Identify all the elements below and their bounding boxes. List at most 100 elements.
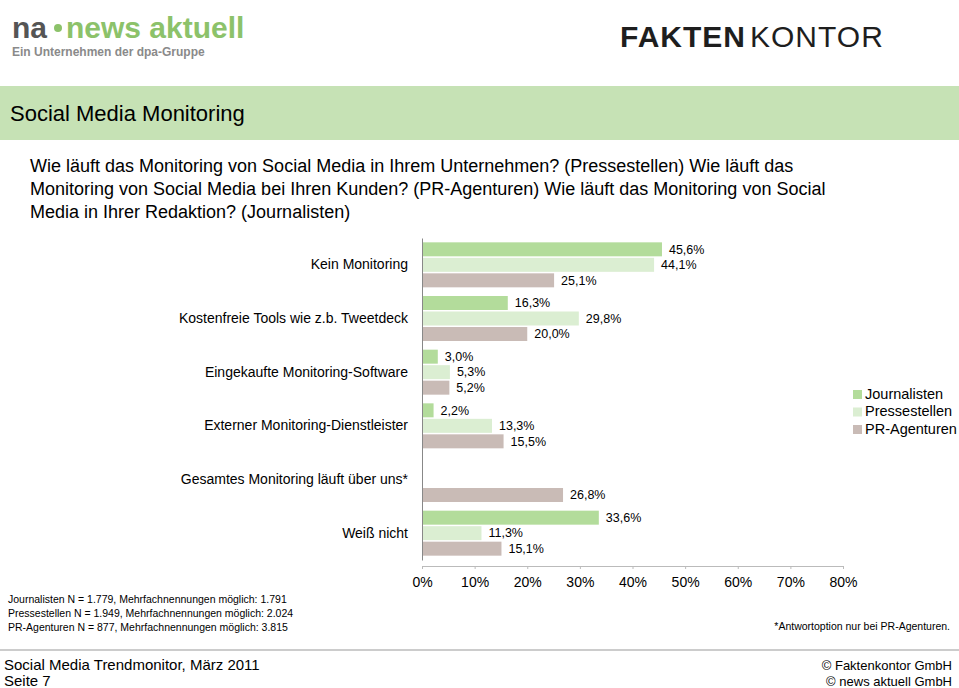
logo-left: na: [12, 11, 47, 44]
bar: [422, 350, 438, 364]
subtitle: Media in Ihrer Redaktion? (Journalisten): [30, 202, 350, 222]
tick: Eingekaufte Monitoring-Software: [205, 364, 422, 380]
subtitle: Monitoring von Social Media bei Ihren Ku…: [30, 179, 825, 199]
title: Social Media Monitoring: [10, 101, 245, 126]
tick-mark: [790, 566, 791, 569]
bar: [422, 258, 654, 272]
bar: [422, 511, 599, 525]
data-label: 33,6%: [606, 511, 641, 525]
tick-label: 30%: [566, 574, 594, 590]
tick-label: Weiß nicht: [342, 525, 408, 541]
tick-label: 10%: [461, 574, 489, 590]
footer-page: Seite 7: [4, 672, 51, 688]
bar: [422, 273, 554, 287]
footer-source: Social Media Trendmonitor, März 2011: [4, 656, 260, 673]
data-label: 45,6%: [669, 243, 704, 257]
tick: 0%: [412, 566, 432, 590]
tick: 60%: [724, 566, 752, 590]
data-label: 13,3%: [499, 419, 534, 433]
tick-label: Kein Monitoring: [311, 256, 408, 272]
tick: 10%: [461, 566, 489, 590]
tick-mark: [527, 566, 528, 569]
tick: Kostenfreie Tools wie z.b. Tweetdeck: [179, 310, 422, 326]
bar: [422, 242, 662, 256]
legend-swatch: [853, 408, 862, 417]
footer: Social Media Trendmonitor, März 2011Seit…: [0, 650, 959, 688]
annotation: Journalisten N = 1.779, Mehrfachnennunge…: [8, 593, 287, 605]
title-band: [0, 86, 959, 140]
data-label: 20,0%: [534, 327, 569, 341]
legend-swatch: [853, 390, 862, 399]
footer-copyright: © news aktuell GmbH: [826, 674, 952, 688]
tick: Externer Monitoring-Dienstleister: [204, 417, 422, 433]
tick: 40%: [619, 566, 647, 590]
annotations: Journalisten N = 1.779, Mehrfachnennunge…: [8, 593, 950, 633]
legend-swatch: [853, 425, 862, 434]
header: na news aktuellEin Unternehmen der dpa-Gr…: [12, 11, 884, 59]
data-label: 2,2%: [441, 404, 470, 418]
tick: Kein Monitoring: [311, 256, 422, 272]
tick-label: Externer Monitoring-Dienstleister: [204, 417, 408, 433]
data-label: 3,0%: [445, 350, 474, 364]
bar: [422, 365, 450, 379]
tick: 30%: [566, 566, 594, 590]
data-label: 26,8%: [570, 488, 605, 502]
annotation: Pressestellen N = 1.949, Mehrfachnennung…: [8, 607, 293, 619]
legend: JournalistenPressestellen PR-Agenturen: [853, 386, 957, 437]
tick-label: 20%: [514, 574, 542, 590]
data-label: 11,3%: [488, 526, 523, 540]
tick-mark: [685, 566, 686, 569]
tick-mark: [422, 566, 423, 569]
footer-copyright: © Faktenkontor GmbH: [822, 658, 952, 673]
tick: 20%: [514, 566, 542, 590]
bar: [422, 488, 563, 502]
bar: [422, 434, 504, 448]
bar: [422, 296, 508, 310]
tick: Weiß nicht: [342, 525, 422, 541]
tick-label: 40%: [619, 574, 647, 590]
legend-label: Journalisten: [865, 386, 943, 402]
subtitle: Wie läuft das Monitoring von Social Medi…: [30, 156, 793, 176]
logo-left: news aktuell: [66, 11, 244, 44]
bar: [422, 381, 449, 395]
bar: [422, 419, 492, 433]
logo-dot: [54, 24, 62, 32]
footer-rule: [0, 650, 959, 651]
tick: 70%: [777, 566, 805, 590]
tick-mark: [633, 566, 634, 569]
logo-tagline: Ein Unternehmen der dpa-Gruppe: [12, 45, 205, 59]
data-label: 5,3%: [457, 365, 486, 379]
data-label: 16,3%: [515, 296, 550, 310]
tick-mark: [580, 566, 581, 569]
bar: [422, 327, 527, 341]
tick-mark: [738, 566, 739, 569]
bar: [422, 542, 501, 556]
tick-mark: [843, 566, 844, 569]
tick-label: Eingekaufte Monitoring-Software: [205, 364, 408, 380]
data-label: 5,2%: [456, 381, 485, 395]
data-label: 15,1%: [508, 542, 543, 556]
data-labels: 45,6%16,3%3,0%2,2%33,6%44,1%29,8%5,3%13,…: [441, 243, 705, 556]
bar: [422, 526, 481, 540]
logo-right: KONTOR: [750, 20, 884, 53]
annotation: PR-Agenturen N = 877, Mehrfachnennungen …: [8, 621, 288, 633]
logo-right: FAKTEN: [620, 20, 746, 53]
legend-label: Pressestellen: [865, 403, 952, 419]
tick-label: Gesamtes Monitoring läuft über uns*: [181, 471, 409, 487]
tick-label: 70%: [777, 574, 805, 590]
tick-label: 80%: [829, 574, 857, 590]
y-axis: Kein Monitoring Kostenfreie Tools wie z.b…: [179, 239, 423, 561]
data-label: 44,1%: [661, 258, 696, 272]
tick-label: Kostenfreie Tools wie z.b. Tweetdeck: [179, 310, 409, 326]
data-label: 15,5%: [511, 435, 546, 449]
annotation: *Antwortoption nur bei PR-Agenturen.: [774, 620, 950, 632]
tick-label: 50%: [672, 574, 700, 590]
axis-line: [422, 239, 423, 561]
tick-label: 0%: [412, 574, 432, 590]
legend-label: PR-Agenturen: [865, 421, 957, 437]
x-axis: 0% 10% 20% 30% 40% 50% 60% 70% 80%: [412, 566, 857, 590]
tick: Gesamtes Monitoring läuft über uns*: [181, 471, 422, 487]
data-label: 25,1%: [561, 274, 596, 288]
tick: 50%: [672, 566, 700, 590]
bar: [422, 403, 434, 417]
